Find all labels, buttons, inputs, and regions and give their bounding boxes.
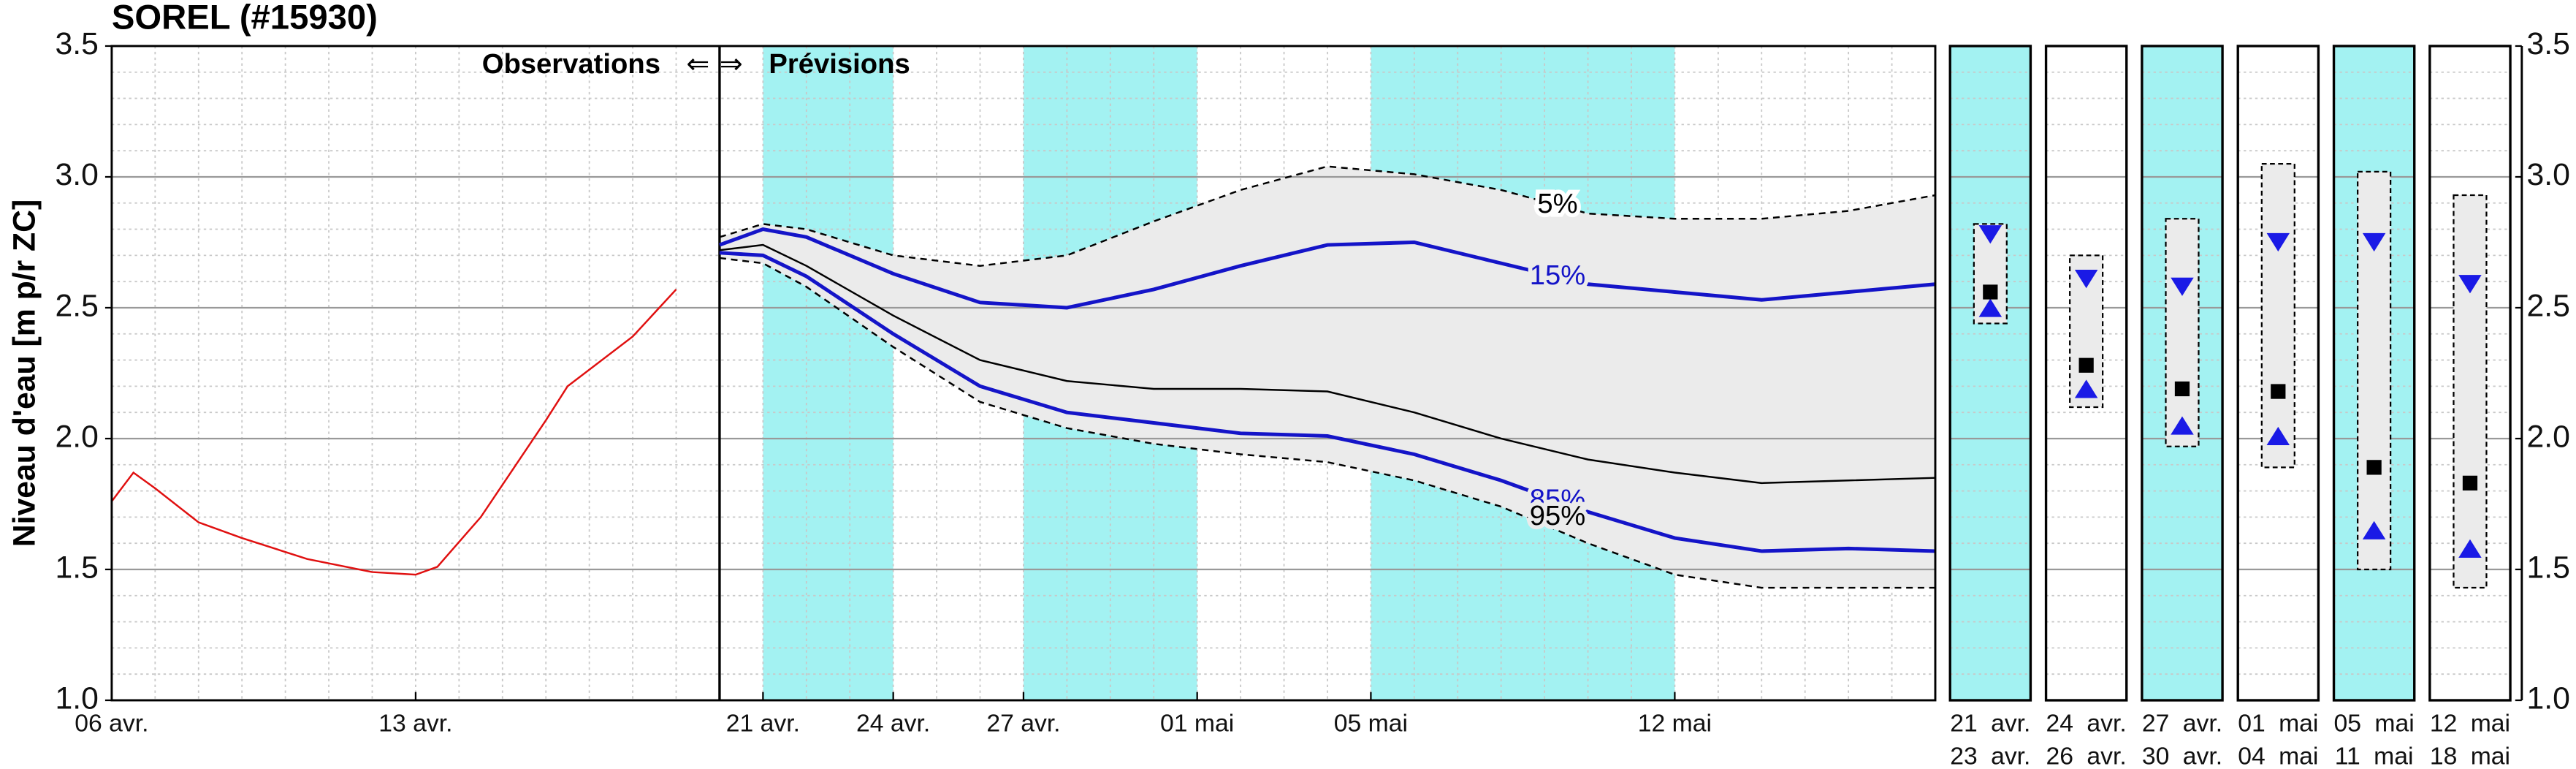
- panel-end-label: 30 avr.: [2142, 743, 2222, 769]
- panel-end-label: 26 avr.: [2046, 743, 2127, 769]
- range-box: [2165, 218, 2200, 447]
- panel-start-label: 05 mai: [2334, 710, 2415, 738]
- panel-start-label: 21 avr.: [1950, 710, 2030, 738]
- shaded-period: [763, 45, 893, 700]
- x-tick-label: 12 mai: [1638, 710, 1712, 738]
- y2-tick-label: 2.5: [2527, 288, 2570, 323]
- annotation: ⇐⇒: [686, 48, 752, 80]
- series-label: 85%: [1530, 483, 1585, 515]
- marker-up: [2266, 426, 2290, 445]
- panel-end-label: 23 avr.: [1950, 743, 2030, 769]
- marker-median: [2078, 357, 2094, 373]
- marker-median: [2366, 460, 2382, 475]
- annotation: Prévisions: [769, 48, 910, 80]
- marker-down: [2074, 270, 2098, 289]
- series-label: 95%: [1530, 500, 1585, 531]
- panel-frame: [2332, 45, 2416, 702]
- panel-frame: [2236, 45, 2320, 702]
- y-axis-label: Niveau d'eau [m p/r ZC]: [7, 200, 42, 547]
- y2-tick-label: 3.5: [2527, 26, 2570, 61]
- range-box: [2453, 194, 2488, 589]
- panel-start-label: 01 mai: [2238, 710, 2318, 738]
- marker-down: [1978, 225, 2003, 244]
- series-line: [719, 257, 1935, 589]
- plot-frame: [110, 45, 1937, 702]
- panel-frame: [2428, 45, 2512, 702]
- y-tick-label: 2.5: [56, 288, 99, 323]
- range-box: [2357, 170, 2392, 571]
- y-tick-label: 3.0: [56, 157, 99, 192]
- marker-up: [2362, 520, 2386, 539]
- panel-shade: [1950, 45, 2031, 700]
- marker-median: [1983, 284, 1998, 300]
- panel-frame: [2141, 45, 2224, 702]
- range-box: [2260, 162, 2295, 469]
- x-tick-label: 13 avr.: [378, 710, 452, 738]
- series-label: 15%: [1530, 260, 1585, 291]
- panel-frame: [2044, 45, 2128, 702]
- marker-up: [2171, 416, 2194, 435]
- y2-tick-label: 2.0: [2527, 419, 2570, 454]
- x-tick-label: 21 avr.: [726, 710, 800, 738]
- marker-median: [2174, 381, 2190, 397]
- series-line: [110, 289, 677, 576]
- x-tick-label: 27 avr.: [986, 710, 1060, 738]
- y-tick-label: 2.0: [56, 419, 99, 454]
- marker-median: [2462, 475, 2478, 490]
- panel-start-label: 27 avr.: [2142, 710, 2222, 738]
- annotation: Observations: [482, 48, 660, 80]
- x-tick-label: 05 mai: [1334, 710, 1408, 738]
- panel-end-label: 04 mai: [2238, 743, 2318, 769]
- marker-up: [2458, 539, 2482, 558]
- panel-end-label: 11 mai: [2335, 743, 2414, 769]
- y2-tick-label: 1.5: [2527, 550, 2570, 585]
- chart-title: SOREL (#15930): [112, 0, 378, 37]
- marker-median: [2271, 384, 2286, 399]
- marker-down: [2171, 277, 2194, 296]
- x-tick-label: 24 avr.: [856, 710, 930, 738]
- band-fill: [719, 166, 1935, 588]
- y-tick-label: 1.0: [56, 681, 99, 716]
- series-line: [719, 227, 1936, 310]
- x-tick-label: 01 mai: [1160, 710, 1234, 738]
- y2-tick-label: 3.0: [2527, 157, 2570, 192]
- y2-tick-label: 1.0: [2527, 681, 2570, 716]
- y-tick-label: 3.5: [56, 26, 99, 61]
- marker-down: [2362, 232, 2386, 252]
- panel-start-label: 24 avr.: [2046, 710, 2127, 738]
- series-line: [719, 243, 1936, 485]
- marker-down: [2266, 232, 2290, 252]
- y-tick-label: 1.5: [56, 550, 99, 585]
- x-tick-label: 06 avr.: [75, 710, 148, 738]
- panel-start-label: 12 mai: [2430, 710, 2510, 738]
- series-line: [719, 251, 1936, 553]
- panel-frame: [1948, 45, 2032, 702]
- series-label: 5%: [1537, 188, 1577, 219]
- marker-up: [1978, 298, 2003, 317]
- marker-down: [2458, 275, 2482, 294]
- panel-end-label: 18 mai: [2430, 743, 2510, 769]
- series-line: [719, 165, 1936, 267]
- marker-up: [2074, 379, 2098, 398]
